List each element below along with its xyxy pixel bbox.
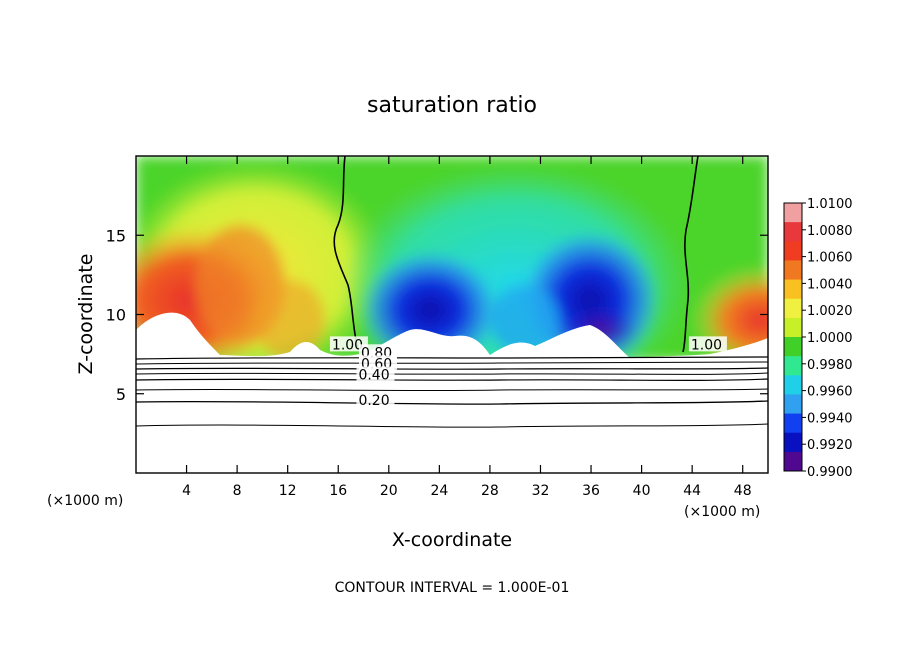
colorbar-label: 1.0000 [807, 331, 853, 346]
colorbar-swatch [784, 317, 802, 338]
colorbar-label: 1.0060 [807, 251, 853, 266]
colorbar-swatch [784, 203, 802, 223]
x-axis-label: X-coordinate [392, 529, 512, 551]
colorbar: 1.0100 1.0080 1.0060 1.0040 1.0020 1.0000 0.99… [783, 197, 853, 480]
contour-label: 0.20 [358, 393, 389, 409]
plot-area: 1.000.800.600.400.201.00 [136, 156, 768, 473]
contour-0-40 [136, 378, 768, 381]
contour-0-10 [136, 423, 768, 428]
colorbar-swatch [784, 241, 802, 261]
contour-label-bg [356, 366, 395, 382]
contour-label-bg [688, 336, 727, 352]
chart-title: saturation ratio [367, 93, 537, 118]
y-tick-label: 10 [106, 306, 126, 325]
contour-1-00-right [682, 156, 699, 353]
y-tick-label: 15 [106, 226, 126, 245]
colorbar-swatch [784, 222, 802, 242]
x-tick-label: 8 [233, 483, 242, 499]
x-tick-label: 28 [481, 483, 499, 499]
x-tick-label: 16 [329, 483, 347, 499]
colorbar-swatch [784, 298, 802, 319]
colorbar-label: 1.0040 [807, 277, 853, 292]
contour-0-20 [136, 400, 768, 405]
x-tick-label: 36 [582, 483, 600, 499]
colorbar-label: 0.9980 [807, 358, 853, 373]
contour-0-50 [136, 372, 768, 375]
x-tick-label: 32 [532, 483, 550, 499]
contour-label-bg [329, 336, 368, 352]
x-tick-label: 48 [734, 483, 752, 499]
x-tick-label: 40 [633, 483, 651, 499]
colorbar-swatch [784, 432, 802, 453]
colorbar-swatch [784, 337, 802, 357]
colorbar-swatch [784, 394, 802, 415]
contour-0-80 [136, 356, 768, 360]
colorbar-swatch [784, 356, 802, 376]
colorbar-swatch [784, 375, 802, 395]
contour-label: 0.40 [358, 367, 389, 383]
colorbar-label: 0.9900 [807, 465, 853, 480]
x-unit-right: (×1000 m) [684, 504, 760, 520]
contour-label-bg [356, 391, 395, 407]
contour-lines [136, 156, 768, 428]
contour-0-60 [136, 367, 768, 370]
x-unit-left: (×1000 m) [47, 493, 123, 509]
terrain-mask [136, 312, 768, 473]
colorbar-swatch [784, 279, 802, 300]
x-tick-label: 4 [182, 483, 191, 499]
colorbar-swatch [784, 260, 802, 281]
colorbar-label: 0.9940 [807, 411, 853, 426]
contour-1-00-left [333, 156, 359, 351]
colorbar-label: 1.0100 [807, 197, 853, 212]
x-tick-label: 20 [380, 483, 398, 499]
colorbar-label: 1.0020 [807, 304, 853, 319]
colorbar-label: 0.9960 [807, 385, 853, 400]
colorbar-swatch [784, 413, 802, 434]
contour-interval-note: CONTOUR INTERVAL = 1.000E-01 [335, 580, 570, 596]
contour-label: 1.00 [691, 337, 722, 353]
colorbar-label: 1.0080 [807, 224, 853, 239]
contour-0-30 [136, 388, 768, 392]
x-tick-label: 24 [430, 483, 448, 499]
y-tick-label: 5 [116, 385, 126, 404]
colorbar-swatch [784, 451, 802, 472]
contour-label: 1.00 [332, 337, 363, 353]
contour-0-70 [136, 361, 768, 365]
colorbar-label: 0.9920 [807, 438, 853, 453]
contour-labels: 1.000.800.600.400.201.00 [329, 336, 727, 409]
y-axis-label: Z-coordinate [75, 254, 97, 375]
x-tick-label: 44 [683, 483, 701, 499]
x-tick-label: 12 [279, 483, 297, 499]
